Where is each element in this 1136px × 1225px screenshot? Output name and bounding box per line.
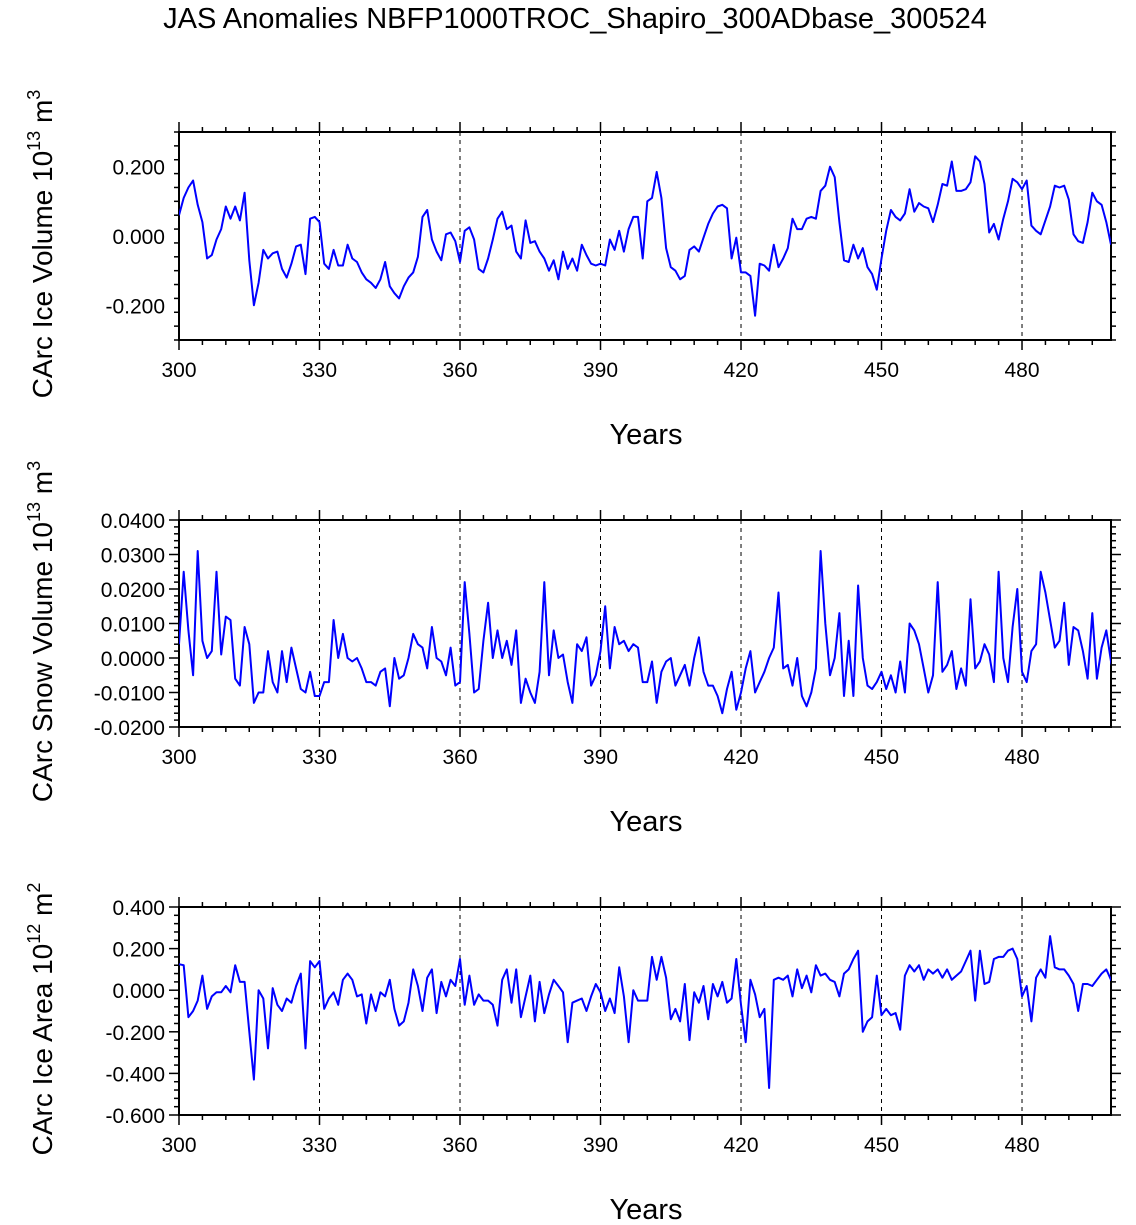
y-tick-label: -0.200 bbox=[105, 1022, 165, 1045]
x-tick-label: 420 bbox=[723, 746, 758, 769]
y-tick-label: -0.0100 bbox=[94, 683, 165, 706]
x-axis-label: Years bbox=[609, 806, 682, 838]
x-axis-label: Years bbox=[609, 1194, 682, 1225]
x-tick-label: 300 bbox=[161, 1134, 196, 1157]
y-label-exponent: 13 bbox=[24, 131, 44, 151]
y-axis-label: CArc Ice Area 1012 m2 bbox=[24, 883, 58, 1156]
figure-title: JAS Anomalies NBFP1000TROC_Shapiro_300AD… bbox=[163, 3, 987, 35]
plot-frame bbox=[178, 906, 1112, 1116]
x-tick-label: 360 bbox=[442, 359, 477, 382]
y-tick-label: -0.200 bbox=[105, 295, 165, 318]
y-tick-label: 0.200 bbox=[112, 157, 165, 180]
x-tick-label: 360 bbox=[442, 1134, 477, 1157]
y-tick-label: -0.600 bbox=[105, 1105, 165, 1128]
x-tick-label: 480 bbox=[1004, 1134, 1039, 1157]
y-tick-label: 0.400 bbox=[112, 897, 165, 920]
y-label-unit-exponent: 3 bbox=[24, 461, 44, 471]
x-tick-label: 450 bbox=[864, 746, 899, 769]
x-tick-label: 330 bbox=[302, 1134, 337, 1157]
y-label-exponent: 13 bbox=[24, 502, 44, 522]
y-label-text: CArc Ice Area 10 bbox=[27, 944, 58, 1156]
y-tick-label: 0.0300 bbox=[101, 545, 165, 568]
y-tick-label: 0.200 bbox=[112, 939, 165, 962]
panels: 300 330 360 390 420 450 480 -0.200 0.000 0.200 Yea… bbox=[24, 90, 1121, 1225]
series-line bbox=[179, 155, 1111, 317]
y-axis-label: CArc Snow Volume 1013 m3 bbox=[24, 461, 58, 802]
plot-frame bbox=[178, 131, 1112, 341]
x-tick-label: 390 bbox=[583, 746, 618, 769]
x-tick-label: 300 bbox=[161, 359, 196, 382]
series-line bbox=[179, 935, 1111, 1089]
series-line bbox=[179, 550, 1111, 715]
y-tick-label: -0.0200 bbox=[94, 717, 165, 740]
y-label-unit: m bbox=[27, 893, 58, 924]
x-tick-label: 480 bbox=[1004, 746, 1039, 769]
y-tick-label: 0.000 bbox=[112, 226, 165, 249]
y-tick-label: -0.400 bbox=[105, 1063, 165, 1086]
panel-3: 300 330 360 390 420 450 480 -0.600 -0.400 -0.200 0… bbox=[24, 883, 1121, 1225]
x-tick-label: 450 bbox=[864, 359, 899, 382]
y-tick-label: 0.000 bbox=[112, 980, 165, 1003]
x-tick-label: 330 bbox=[302, 359, 337, 382]
y-label-exponent: 12 bbox=[24, 924, 44, 944]
y-label-unit-exponent: 3 bbox=[24, 90, 44, 100]
y-tick-label: 0.0200 bbox=[101, 579, 165, 602]
x-tick-label: 420 bbox=[723, 1134, 758, 1157]
x-tick-label: 330 bbox=[302, 746, 337, 769]
panel-1: 300 330 360 390 420 450 480 -0.200 0.000 0.200 Yea… bbox=[24, 90, 1116, 451]
x-tick-label: 390 bbox=[583, 1134, 618, 1157]
x-tick-label: 300 bbox=[161, 746, 196, 769]
y-label-unit: m bbox=[27, 471, 58, 502]
y-tick-label: 0.0400 bbox=[101, 510, 165, 533]
y-axis-label: CArc Ice Volume 1013 m3 bbox=[24, 90, 58, 399]
y-tick-label: 0.0000 bbox=[101, 648, 165, 671]
y-label-unit: m bbox=[27, 100, 58, 131]
y-label-unit-exponent: 2 bbox=[24, 883, 44, 893]
x-axis-label: Years bbox=[609, 419, 682, 451]
panel-2: 300 330 360 390 420 450 480 -0.0200 -0.0100 0.000… bbox=[24, 461, 1121, 838]
y-label-text: CArc Snow Volume 10 bbox=[27, 522, 58, 802]
x-tick-label: 480 bbox=[1004, 359, 1039, 382]
y-label-text: CArc Ice Volume 10 bbox=[27, 151, 58, 398]
x-tick-label: 420 bbox=[723, 359, 758, 382]
x-tick-label: 450 bbox=[864, 1134, 899, 1157]
x-tick-label: 390 bbox=[583, 359, 618, 382]
x-tick-label: 360 bbox=[442, 746, 477, 769]
y-tick-label: 0.0100 bbox=[101, 614, 165, 637]
